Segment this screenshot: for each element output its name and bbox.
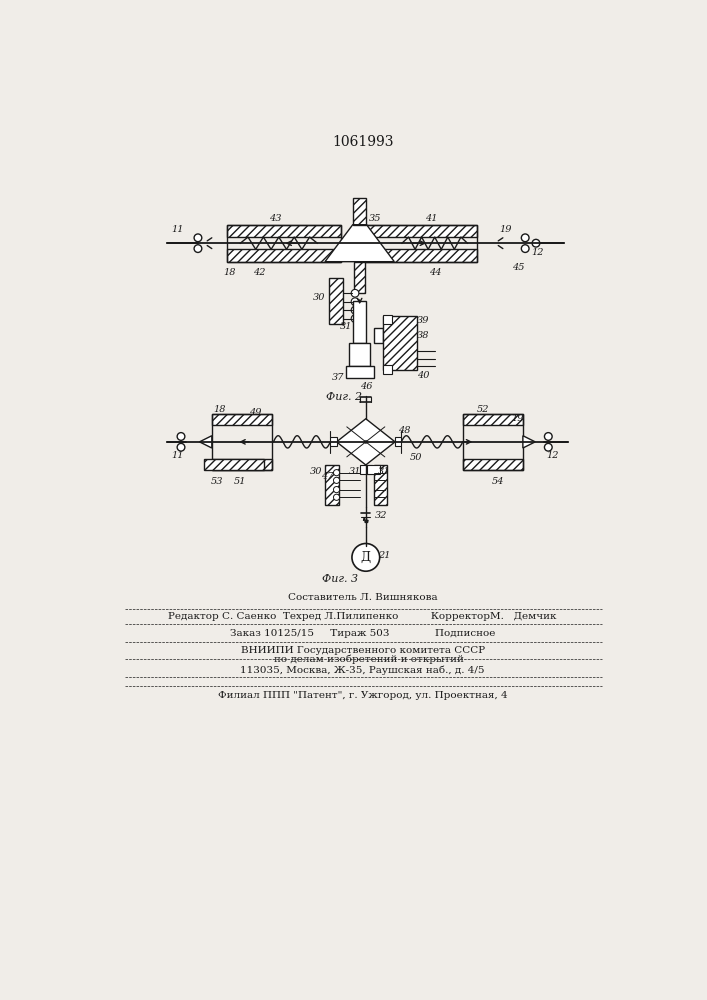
Text: 21: 21 [378,551,390,560]
Bar [330,437,337,446]
Text: Составитель Л. Вишнякова: Составитель Л. Вишнякова [288,593,438,602]
Text: 31: 31 [339,322,352,331]
Bar [463,459,523,470]
Bar [363,225,477,262]
Text: 51: 51 [234,477,247,486]
Bar [227,249,341,262]
Circle shape [544,443,552,451]
Text: 11: 11 [171,451,183,460]
Text: ВНИИПИ Государственного комитета СССР: ВНИИПИ Государственного комитета СССР [240,646,485,655]
Text: Д: Д [361,551,371,564]
Circle shape [334,470,339,476]
Bar [382,316,417,370]
Text: 19: 19 [511,414,524,423]
Circle shape [364,440,368,443]
Polygon shape [523,436,535,448]
Bar [227,225,341,262]
Text: 30: 30 [313,293,326,302]
Circle shape [177,433,185,440]
Circle shape [334,487,339,493]
Text: Фиг. 3: Фиг. 3 [322,574,358,584]
Text: 45: 45 [512,263,525,272]
Polygon shape [325,225,395,262]
Text: 50: 50 [409,453,422,462]
Text: 41: 41 [425,214,438,223]
Bar [373,328,382,343]
Text: 46: 46 [360,382,372,391]
Text: 38: 38 [417,331,430,340]
Circle shape [521,234,529,242]
Text: 44: 44 [429,268,441,277]
Circle shape [351,298,359,306]
Text: 1061993: 1061993 [332,135,394,149]
Bar [325,465,339,505]
Text: 18: 18 [214,405,226,414]
Text: 31: 31 [349,467,361,476]
Bar [349,343,370,366]
Text: 30: 30 [310,467,322,476]
Text: 113035, Москва, Ж-35, Раушская наб., д. 4/5: 113035, Москва, Ж-35, Раушская наб., д. … [240,665,485,675]
Bar [382,365,392,374]
Bar [212,414,272,470]
Bar [212,414,272,425]
Circle shape [334,494,339,500]
Text: 12: 12 [546,451,559,460]
Bar [363,225,477,237]
Text: 18: 18 [223,268,235,277]
Text: 39: 39 [417,316,430,325]
Bar [354,198,366,225]
Text: Редактор С. Саенко  Техред Л.Пилипенко          КорректорМ.   Демчик: Редактор С. Саенко Техред Л.Пилипенко Ко… [168,612,557,621]
Bar [395,437,402,446]
Circle shape [532,239,540,247]
Bar [354,262,365,293]
Bar [363,249,477,262]
Text: 42: 42 [253,268,266,277]
Polygon shape [337,419,395,465]
Text: Заказ 10125/15     Тираж 503              Подписное: Заказ 10125/15 Тираж 503 Подписное [230,629,496,638]
Circle shape [351,306,359,314]
Bar [382,315,392,324]
Bar [463,414,523,470]
Text: 54: 54 [492,477,505,486]
Text: 53: 53 [211,477,223,486]
Circle shape [194,245,201,252]
Text: 31: 31 [378,467,390,476]
Text: Фиг. 2: Фиг. 2 [326,392,362,402]
Text: 19: 19 [500,225,512,234]
Text: 32: 32 [375,511,387,520]
Bar [329,278,343,324]
Polygon shape [199,436,212,448]
Circle shape [177,443,185,451]
Circle shape [352,544,380,571]
Bar [212,459,272,470]
Text: 37: 37 [332,373,344,382]
Text: 47: 47 [321,472,334,481]
Bar [360,465,372,474]
Circle shape [334,477,339,483]
Text: Филиал ППП "Патент", г. Ужгород, ул. Проектная, 4: Филиал ППП "Патент", г. Ужгород, ул. Про… [218,691,508,700]
Bar [373,465,387,505]
Text: 43: 43 [269,214,281,223]
Circle shape [351,315,359,323]
Bar [463,414,523,425]
Bar [368,465,380,474]
Bar [204,459,264,470]
Circle shape [521,245,529,252]
Circle shape [194,234,201,242]
Circle shape [351,289,359,297]
Text: 40: 40 [417,371,430,380]
Text: 52: 52 [477,405,489,414]
Text: 49: 49 [250,408,262,417]
Circle shape [544,433,552,440]
Text: 48: 48 [398,426,411,435]
Text: 35: 35 [369,214,381,223]
Text: по делам изобретений и открытий: по делам изобретений и открытий [262,654,464,664]
Bar [354,301,366,343]
Text: 11: 11 [171,225,183,234]
Text: 12: 12 [531,248,544,257]
Bar [346,366,373,378]
Bar [227,225,341,237]
